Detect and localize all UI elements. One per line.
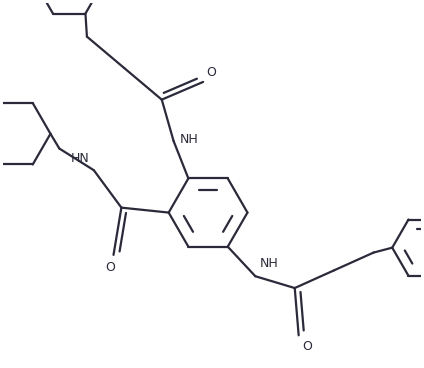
- Text: O: O: [303, 340, 312, 353]
- Text: HN: HN: [71, 152, 90, 165]
- Text: NH: NH: [259, 257, 278, 270]
- Text: O: O: [206, 66, 216, 79]
- Text: O: O: [106, 261, 115, 274]
- Text: NH: NH: [179, 132, 198, 146]
